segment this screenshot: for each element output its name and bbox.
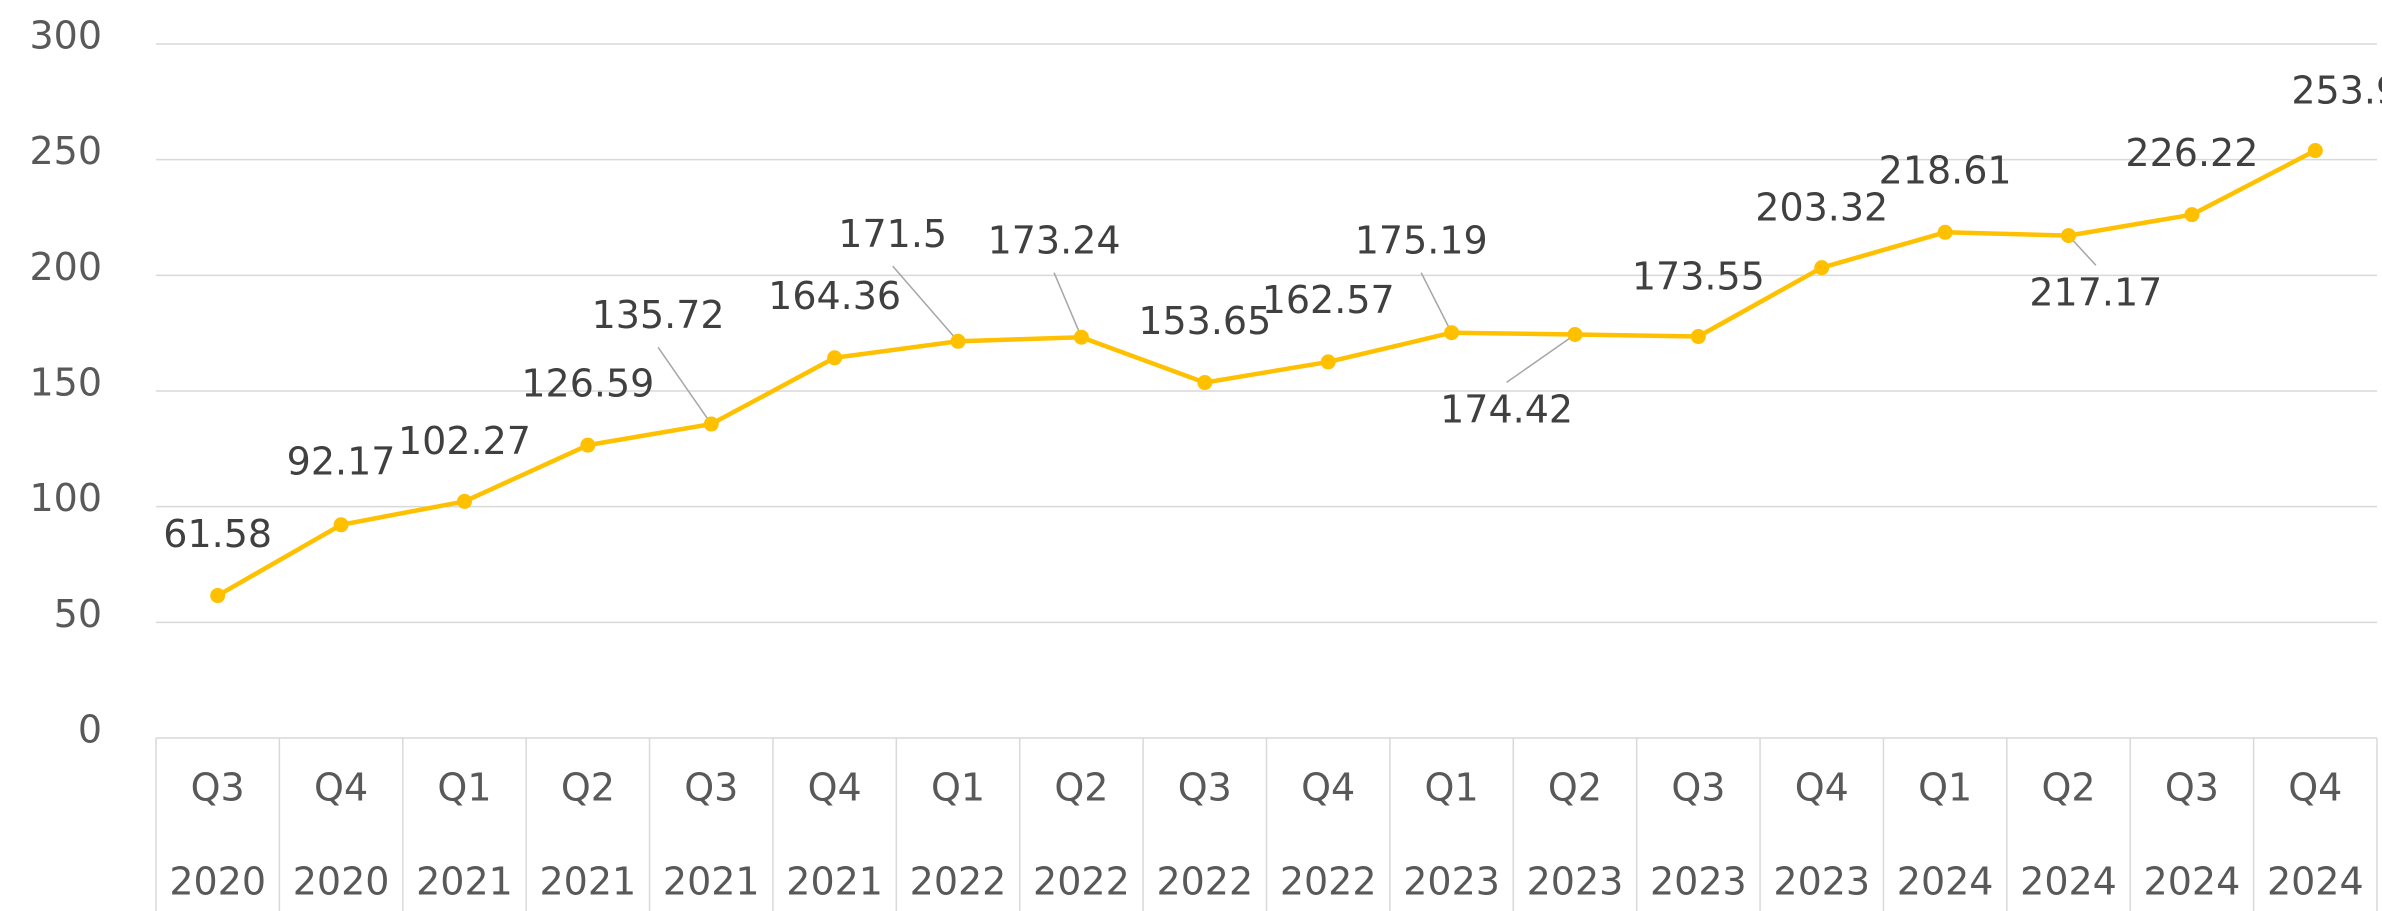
- data-label: 153.65: [1138, 299, 1271, 343]
- y-tick-label: 50: [54, 592, 102, 636]
- marker: [2061, 228, 2077, 244]
- x-tick-label: Q3: [684, 766, 738, 810]
- line: [216, 148, 2317, 598]
- x-tick-label: Q1: [931, 766, 985, 810]
- x-group-label: 2022: [910, 860, 1007, 904]
- data-label: 171.5: [838, 212, 947, 256]
- leader-line: [1420, 272, 1450, 328]
- marker: [950, 333, 966, 349]
- marker: [2184, 207, 2200, 223]
- leader-line: [657, 346, 709, 420]
- x-group-label: 2023: [1650, 860, 1747, 904]
- leader-line: [1506, 337, 1571, 383]
- marker: [580, 437, 596, 453]
- y-tick-label: 250: [29, 129, 102, 173]
- x-tick-label: Q1: [1425, 766, 1479, 810]
- marker: [1073, 329, 1089, 345]
- data-label: 174.42: [1440, 387, 1573, 431]
- data-label: 173.55: [1632, 254, 1765, 298]
- data-label: 126.59: [521, 361, 654, 405]
- x-group-label: 2023: [1773, 860, 1870, 904]
- y-tick-label: 200: [29, 245, 102, 289]
- marker: [703, 416, 719, 432]
- x-group-label: 2022: [1156, 860, 1253, 904]
- marker: [1444, 325, 1460, 341]
- x-group-label: 2020: [169, 860, 266, 904]
- x-group-label: 2024: [2020, 860, 2117, 904]
- marker: [1814, 260, 1830, 276]
- x-tick-label: Q4: [808, 766, 862, 810]
- x-tick-label: Q2: [1548, 766, 1602, 810]
- data-label: 175.19: [1355, 219, 1488, 263]
- x-group-label: 2021: [786, 860, 883, 904]
- marker: [827, 350, 843, 366]
- x-tick-label: Q2: [2041, 766, 2095, 810]
- marker: [1567, 327, 1583, 343]
- leader-line: [2072, 239, 2097, 266]
- x-tick-label: Q4: [1795, 766, 1849, 810]
- x-tick-label: Q4: [314, 766, 368, 810]
- data-label: 164.36: [768, 274, 901, 318]
- x-tick-label: Q3: [2165, 766, 2219, 810]
- x-group-label: 2024: [2267, 860, 2364, 904]
- x-group-label: 2023: [1403, 860, 1500, 904]
- y-tick-label: 150: [29, 361, 102, 405]
- x-tick-label: Q3: [191, 766, 245, 810]
- y-tick-label: 0: [78, 708, 102, 752]
- marker: [1937, 224, 1953, 240]
- data-label: 61.58: [163, 512, 272, 556]
- x-group-label: 2021: [416, 860, 513, 904]
- data-label: 135.72: [592, 293, 725, 337]
- y-tick-label: 100: [29, 476, 102, 520]
- x-group-label: 2022: [1280, 860, 1377, 904]
- x-group-label: 2024: [2144, 860, 2241, 904]
- x-tick-label: Q4: [1301, 766, 1355, 810]
- x-tick-label: Q3: [1178, 766, 1232, 810]
- data-label: 173.24: [988, 219, 1121, 263]
- marker: [1690, 329, 1706, 345]
- y-tick-label: 300: [29, 14, 102, 58]
- data-label: 102.27: [398, 419, 531, 463]
- leader-line: [892, 265, 955, 338]
- x-tick-label: Q3: [1671, 766, 1725, 810]
- data-label: 162.57: [1262, 278, 1395, 322]
- marker: [1197, 375, 1213, 391]
- marker: [456, 493, 472, 509]
- leader-line: [1053, 272, 1080, 333]
- marker: [210, 588, 226, 604]
- x-group-label: 2023: [1527, 860, 1624, 904]
- data-label: 217.17: [2029, 270, 2162, 314]
- x-tick-label: Q1: [437, 766, 491, 810]
- data-label: 92.17: [287, 440, 396, 484]
- x-tick-label: Q2: [1054, 766, 1108, 810]
- x-tick-label: Q4: [2288, 766, 2342, 810]
- x-group-label: 2024: [1897, 860, 1994, 904]
- x-group-label: 2021: [540, 860, 637, 904]
- data-label: 253.95: [2291, 68, 2382, 112]
- marker: [333, 517, 349, 533]
- data-label: 226.22: [2125, 131, 2258, 175]
- x-group-label: 2021: [663, 860, 760, 904]
- x-tick-label: Q1: [1918, 766, 1972, 810]
- data-label: 203.32: [1755, 185, 1888, 229]
- data-label: 218.61: [1879, 149, 2012, 193]
- marker: [1320, 354, 1336, 370]
- x-group-label: 2020: [293, 860, 390, 904]
- x-group-label: 2022: [1033, 860, 1130, 904]
- x-tick-label: Q2: [561, 766, 615, 810]
- marker: [2307, 143, 2323, 159]
